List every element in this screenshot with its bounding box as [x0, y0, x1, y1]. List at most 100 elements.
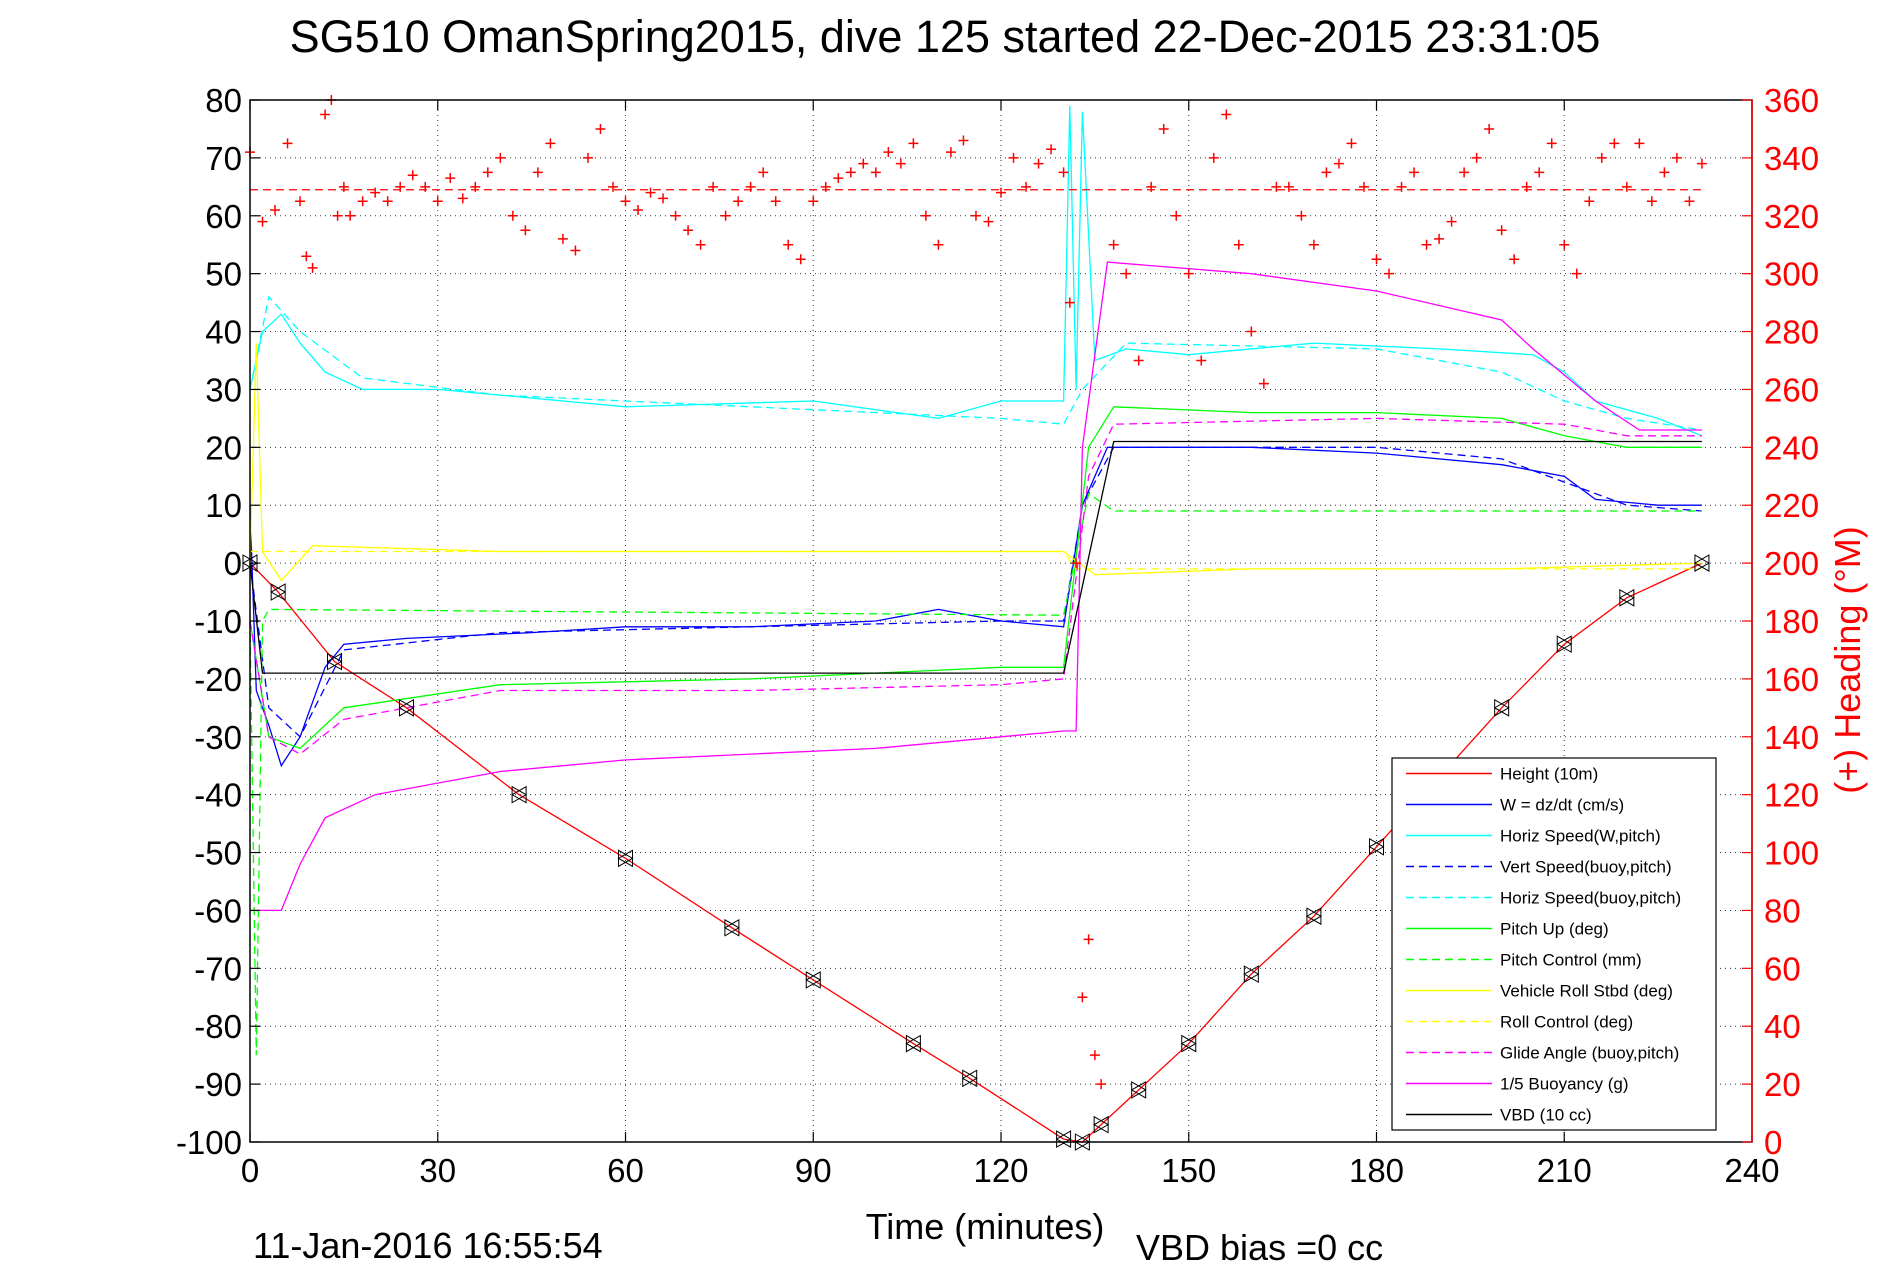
heading-point	[382, 196, 393, 207]
heading-point	[1546, 138, 1557, 149]
height-marker	[723, 918, 740, 937]
y2-tick-label: 360	[1764, 82, 1819, 119]
series-1-5-buoyancy-g	[250, 261, 1702, 912]
heading-point	[720, 210, 731, 221]
height-marker	[398, 698, 415, 717]
heading-point	[1121, 268, 1132, 279]
heading-point	[1346, 138, 1357, 149]
heading-point	[1384, 268, 1395, 279]
heading-point	[1396, 181, 1407, 192]
y2-tick-label: 340	[1764, 140, 1819, 177]
y-tick-label: -70	[194, 950, 242, 987]
heading-point	[1434, 233, 1445, 244]
heading-point	[1021, 181, 1032, 192]
y2-tick-label: 100	[1764, 835, 1819, 872]
heading-point	[1221, 109, 1232, 120]
legend-label-pitch-up-deg: Pitch Up (deg)	[1500, 920, 1609, 939]
heading-point	[1046, 144, 1057, 155]
y-tick-label: 60	[205, 198, 242, 235]
heading-point	[532, 167, 543, 178]
heading-point	[307, 262, 318, 273]
heading-point	[1271, 181, 1282, 192]
heading-point	[620, 196, 631, 207]
y-tick-label: 50	[205, 256, 242, 293]
heading-point	[1108, 239, 1119, 250]
height-marker	[905, 1034, 922, 1053]
heading-point	[858, 158, 869, 169]
series-vert-speed-buoy-pitch	[249, 446, 1702, 738]
heading-point	[1089, 1050, 1100, 1061]
y2-tick-label: 200	[1764, 545, 1819, 582]
heading-point	[1071, 558, 1082, 569]
legend-label-glide-angle-buoy-pitch: Glide Angle (buoy,pitch)	[1500, 1044, 1679, 1063]
y-tick-label: 40	[205, 314, 242, 351]
heading-point	[557, 233, 568, 244]
heading-point	[470, 181, 481, 192]
heading-point	[420, 181, 431, 192]
y-tick-label: -100	[176, 1124, 242, 1161]
heading-point	[683, 225, 694, 236]
heading-point	[883, 147, 894, 158]
heading-point	[958, 135, 969, 146]
height-marker	[1093, 1115, 1110, 1134]
heading-point	[357, 196, 368, 207]
x-tick-label: 210	[1537, 1152, 1592, 1189]
heading-point	[1409, 167, 1420, 178]
heading-point	[1033, 158, 1044, 169]
y-tick-label: -20	[194, 661, 242, 698]
y2-tick-label: 120	[1764, 777, 1819, 814]
heading-point	[1421, 239, 1432, 250]
heading-point	[1358, 181, 1369, 192]
heading-point	[658, 193, 669, 204]
heading-point	[1671, 152, 1682, 163]
height-marker	[1368, 837, 1385, 856]
legend-label-vert-speed-buoy-pitch: Vert Speed(buoy,pitch)	[1500, 858, 1672, 877]
heading-point	[908, 138, 919, 149]
heading-point	[545, 138, 556, 149]
heading-point	[1246, 326, 1257, 337]
x-tick-label: 120	[973, 1152, 1028, 1189]
y-tick-label: 70	[205, 140, 242, 177]
axis-ticks: 0 30 60 90 120 150 180 210 240-100-90-80-70-60-5…	[176, 82, 1819, 1189]
heading-point	[1684, 196, 1695, 207]
heading-point	[1171, 210, 1182, 221]
heading-point	[445, 173, 456, 184]
y2-axis-label: (+) Heading (°M)	[1827, 526, 1868, 793]
legend-label-horiz-speed-w-pitch: Horiz Speed(W,pitch)	[1500, 827, 1661, 846]
heading-point	[1521, 181, 1532, 192]
heading-point	[345, 210, 356, 221]
height-marker	[805, 971, 822, 989]
heading-point	[1584, 196, 1595, 207]
heading-point	[745, 181, 756, 192]
y-tick-label: -10	[194, 603, 242, 640]
heading-point	[1534, 167, 1545, 178]
heading-point	[332, 210, 343, 221]
heading-point	[895, 158, 906, 169]
heading-point	[495, 152, 506, 163]
heading-point	[457, 193, 468, 204]
chart-title: SG510 OmanSpring2015, dive 125 started 2…	[290, 11, 1601, 62]
y-tick-label: -50	[194, 835, 242, 872]
heading-point	[845, 167, 856, 178]
y2-tick-label: 280	[1764, 314, 1819, 351]
legend-box	[1391, 757, 1717, 1131]
height-marker	[617, 849, 634, 868]
heading-point	[1196, 355, 1207, 366]
y-tick-label: 10	[205, 487, 242, 524]
heading-point	[933, 239, 944, 250]
height-marker	[1180, 1034, 1197, 1053]
heading-point	[1008, 152, 1019, 163]
heading-point	[320, 109, 331, 120]
legend-label-height-10m: Height (10m)	[1500, 765, 1598, 784]
height-marker	[1243, 965, 1260, 983]
y2-tick-label: 180	[1764, 603, 1819, 640]
heading-point	[570, 245, 581, 256]
heading-point	[1158, 123, 1169, 134]
height-marker	[961, 1069, 978, 1088]
height-marker	[1305, 907, 1322, 926]
y-tick-label: 20	[205, 429, 242, 466]
y2-tick-label: 320	[1764, 198, 1819, 235]
heading-point	[1146, 181, 1157, 192]
heading-point	[983, 216, 994, 227]
heading-point	[1371, 254, 1382, 265]
